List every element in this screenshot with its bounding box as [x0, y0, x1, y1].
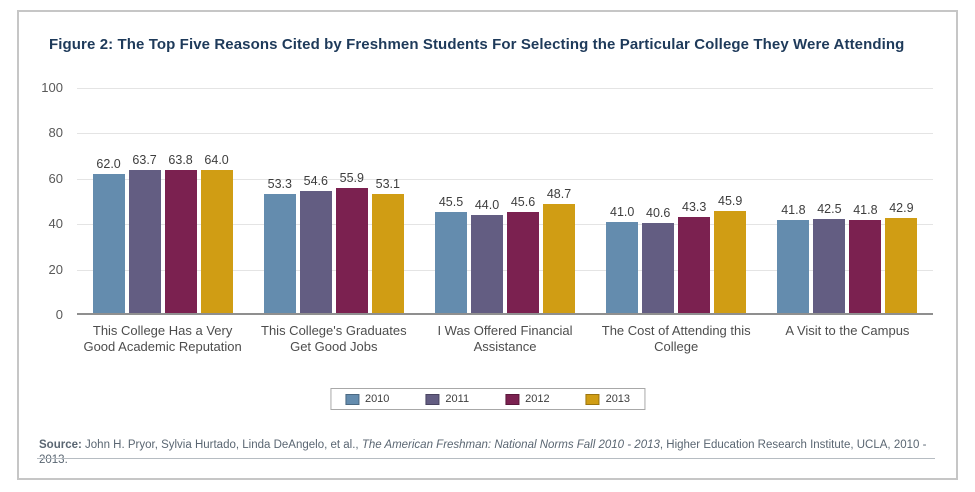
- bar-2013-group4: 45.9: [714, 194, 747, 315]
- bar-2011-group5: 42.5: [813, 202, 846, 315]
- value-label: 41.8: [853, 203, 878, 218]
- bar-2011-group4: 40.6: [642, 206, 675, 315]
- value-label: 55.9: [339, 171, 364, 186]
- value-label: 45.6: [510, 194, 536, 209]
- legend-label-2010: 2010: [364, 393, 390, 405]
- bar-groups: 62.0 63.7 63.8 64.0 53.3 54.6 55.9 53.1 45.5 44.0…: [77, 88, 933, 315]
- bar-2011-group2: 54.6: [299, 174, 332, 315]
- gridline-60: [77, 178, 933, 180]
- bar-2012-group3: 45.6: [507, 195, 539, 315]
- y-tick-0: 0: [55, 307, 63, 322]
- gridline-100: [77, 88, 933, 89]
- gridline-80: [77, 133, 933, 135]
- legend-label-2012: 2012: [525, 393, 550, 405]
- bar-2011-group1: 63.7: [128, 153, 161, 315]
- bar-2010-group1: 62.0: [92, 157, 125, 315]
- bar-group-3: 45.5 44.0 45.6 48.7: [419, 88, 590, 315]
- category-label-1: This College Has a Very Good Academic Re…: [83, 323, 242, 354]
- legend-item-2010: 2010: [344, 393, 390, 405]
- legend-item-2013: 2013: [585, 393, 631, 405]
- source-text-post: , Higher Education Research Institute, U…: [39, 439, 927, 466]
- plot-area: 62.0 63.7 63.8 64.0 53.3 54.6 55.9 53.1 45.5 44.0…: [77, 88, 933, 315]
- value-label: 41.8: [781, 203, 806, 218]
- x-axis-labels: This College Has a Very Good Academic Re…: [77, 323, 933, 355]
- bar-2012-group5: 41.8: [849, 203, 882, 315]
- category-label-5: A Visit to the Campus: [785, 323, 910, 338]
- bar-group-5: 41.8 42.5 41.8 42.9: [762, 88, 933, 315]
- legend-swatch-2013: [585, 393, 600, 405]
- legend-swatch-2012: [505, 393, 520, 405]
- bar-2012-group1: 63.8: [164, 153, 197, 315]
- bar-2012-group4: 43.3: [678, 200, 711, 315]
- gridline-40: [77, 224, 933, 226]
- source-note: Source: John H. Pryor, Sylvia Hurtado, L…: [39, 438, 936, 468]
- y-tick-100: 100: [41, 80, 63, 95]
- figure-title: Figure 2: The Top Five Reasons Cited by …: [49, 36, 905, 53]
- x-axis-line: [77, 313, 933, 315]
- legend-swatch-2011: [425, 393, 440, 405]
- bar-2012-group2: 55.9: [335, 171, 368, 315]
- y-axis-labels: 0 20 40 60 80 100: [19, 80, 63, 322]
- source-text-pre: John H. Pryor, Sylvia Hurtado, Linda DeA…: [81, 439, 362, 451]
- category-label-3: I Was Offered Financial Assistance: [437, 323, 573, 354]
- legend-label-2011: 2011: [445, 393, 470, 405]
- bar-group-1: 62.0 63.7 63.8 64.0: [77, 88, 248, 315]
- value-label: 63.8: [168, 153, 193, 168]
- value-label: 45.5: [438, 194, 464, 209]
- value-label: 53.3: [267, 177, 292, 192]
- figure-container: Figure 2: The Top Five Reasons Cited by …: [17, 10, 958, 480]
- value-label: 42.9: [889, 200, 914, 215]
- bar-2013-group3: 48.7: [543, 187, 575, 315]
- y-tick-20: 20: [48, 261, 63, 277]
- bar-2010-group4: 41.0: [606, 205, 639, 315]
- value-label: 41.0: [610, 204, 635, 219]
- value-label: 54.6: [303, 174, 328, 189]
- legend-swatch-2010: [344, 393, 359, 405]
- bar-2013-group2: 53.1: [371, 177, 404, 315]
- value-label: 53.1: [375, 177, 400, 192]
- bar-2010-group3: 45.5: [435, 195, 467, 315]
- y-tick-80: 80: [48, 125, 63, 141]
- value-label: 42.5: [817, 201, 842, 216]
- value-label: 43.3: [682, 199, 707, 214]
- source-label: Source:: [39, 439, 82, 451]
- category-label-4: The Cost of Attending this College: [601, 323, 751, 354]
- value-label: 64.0: [204, 152, 229, 167]
- bar-group-2: 53.3 54.6 55.9 53.1: [248, 88, 419, 315]
- bottom-divider: [37, 458, 935, 459]
- value-label: 40.6: [646, 205, 671, 220]
- legend-item-2012: 2012: [505, 393, 550, 405]
- bar-2011-group3: 44.0: [471, 198, 503, 315]
- value-label: 48.7: [546, 187, 572, 202]
- y-tick-60: 60: [48, 170, 63, 186]
- legend-label-2013: 2013: [605, 393, 631, 405]
- bar-2013-group5: 42.9: [885, 201, 918, 315]
- value-label: 63.7: [132, 153, 157, 168]
- legend: 2010 2011 2012 2013: [329, 388, 646, 410]
- bar-group-4: 41.0 40.6 43.3 45.9: [591, 88, 762, 315]
- bar-2010-group2: 53.3: [263, 177, 296, 315]
- bar-2010-group5: 41.8: [777, 203, 810, 315]
- value-label: 44.0: [474, 198, 500, 213]
- value-label: 45.9: [718, 193, 743, 208]
- y-tick-40: 40: [48, 216, 63, 232]
- category-label-2: This College's Graduates Get Good Jobs: [261, 323, 407, 354]
- source-title-italic: The American Freshman: National Norms Fa…: [361, 439, 660, 451]
- gridline-20: [77, 269, 933, 271]
- legend-item-2011: 2011: [425, 393, 469, 405]
- bar-2013-group1: 64.0: [200, 153, 233, 315]
- value-label: 62.0: [96, 157, 121, 172]
